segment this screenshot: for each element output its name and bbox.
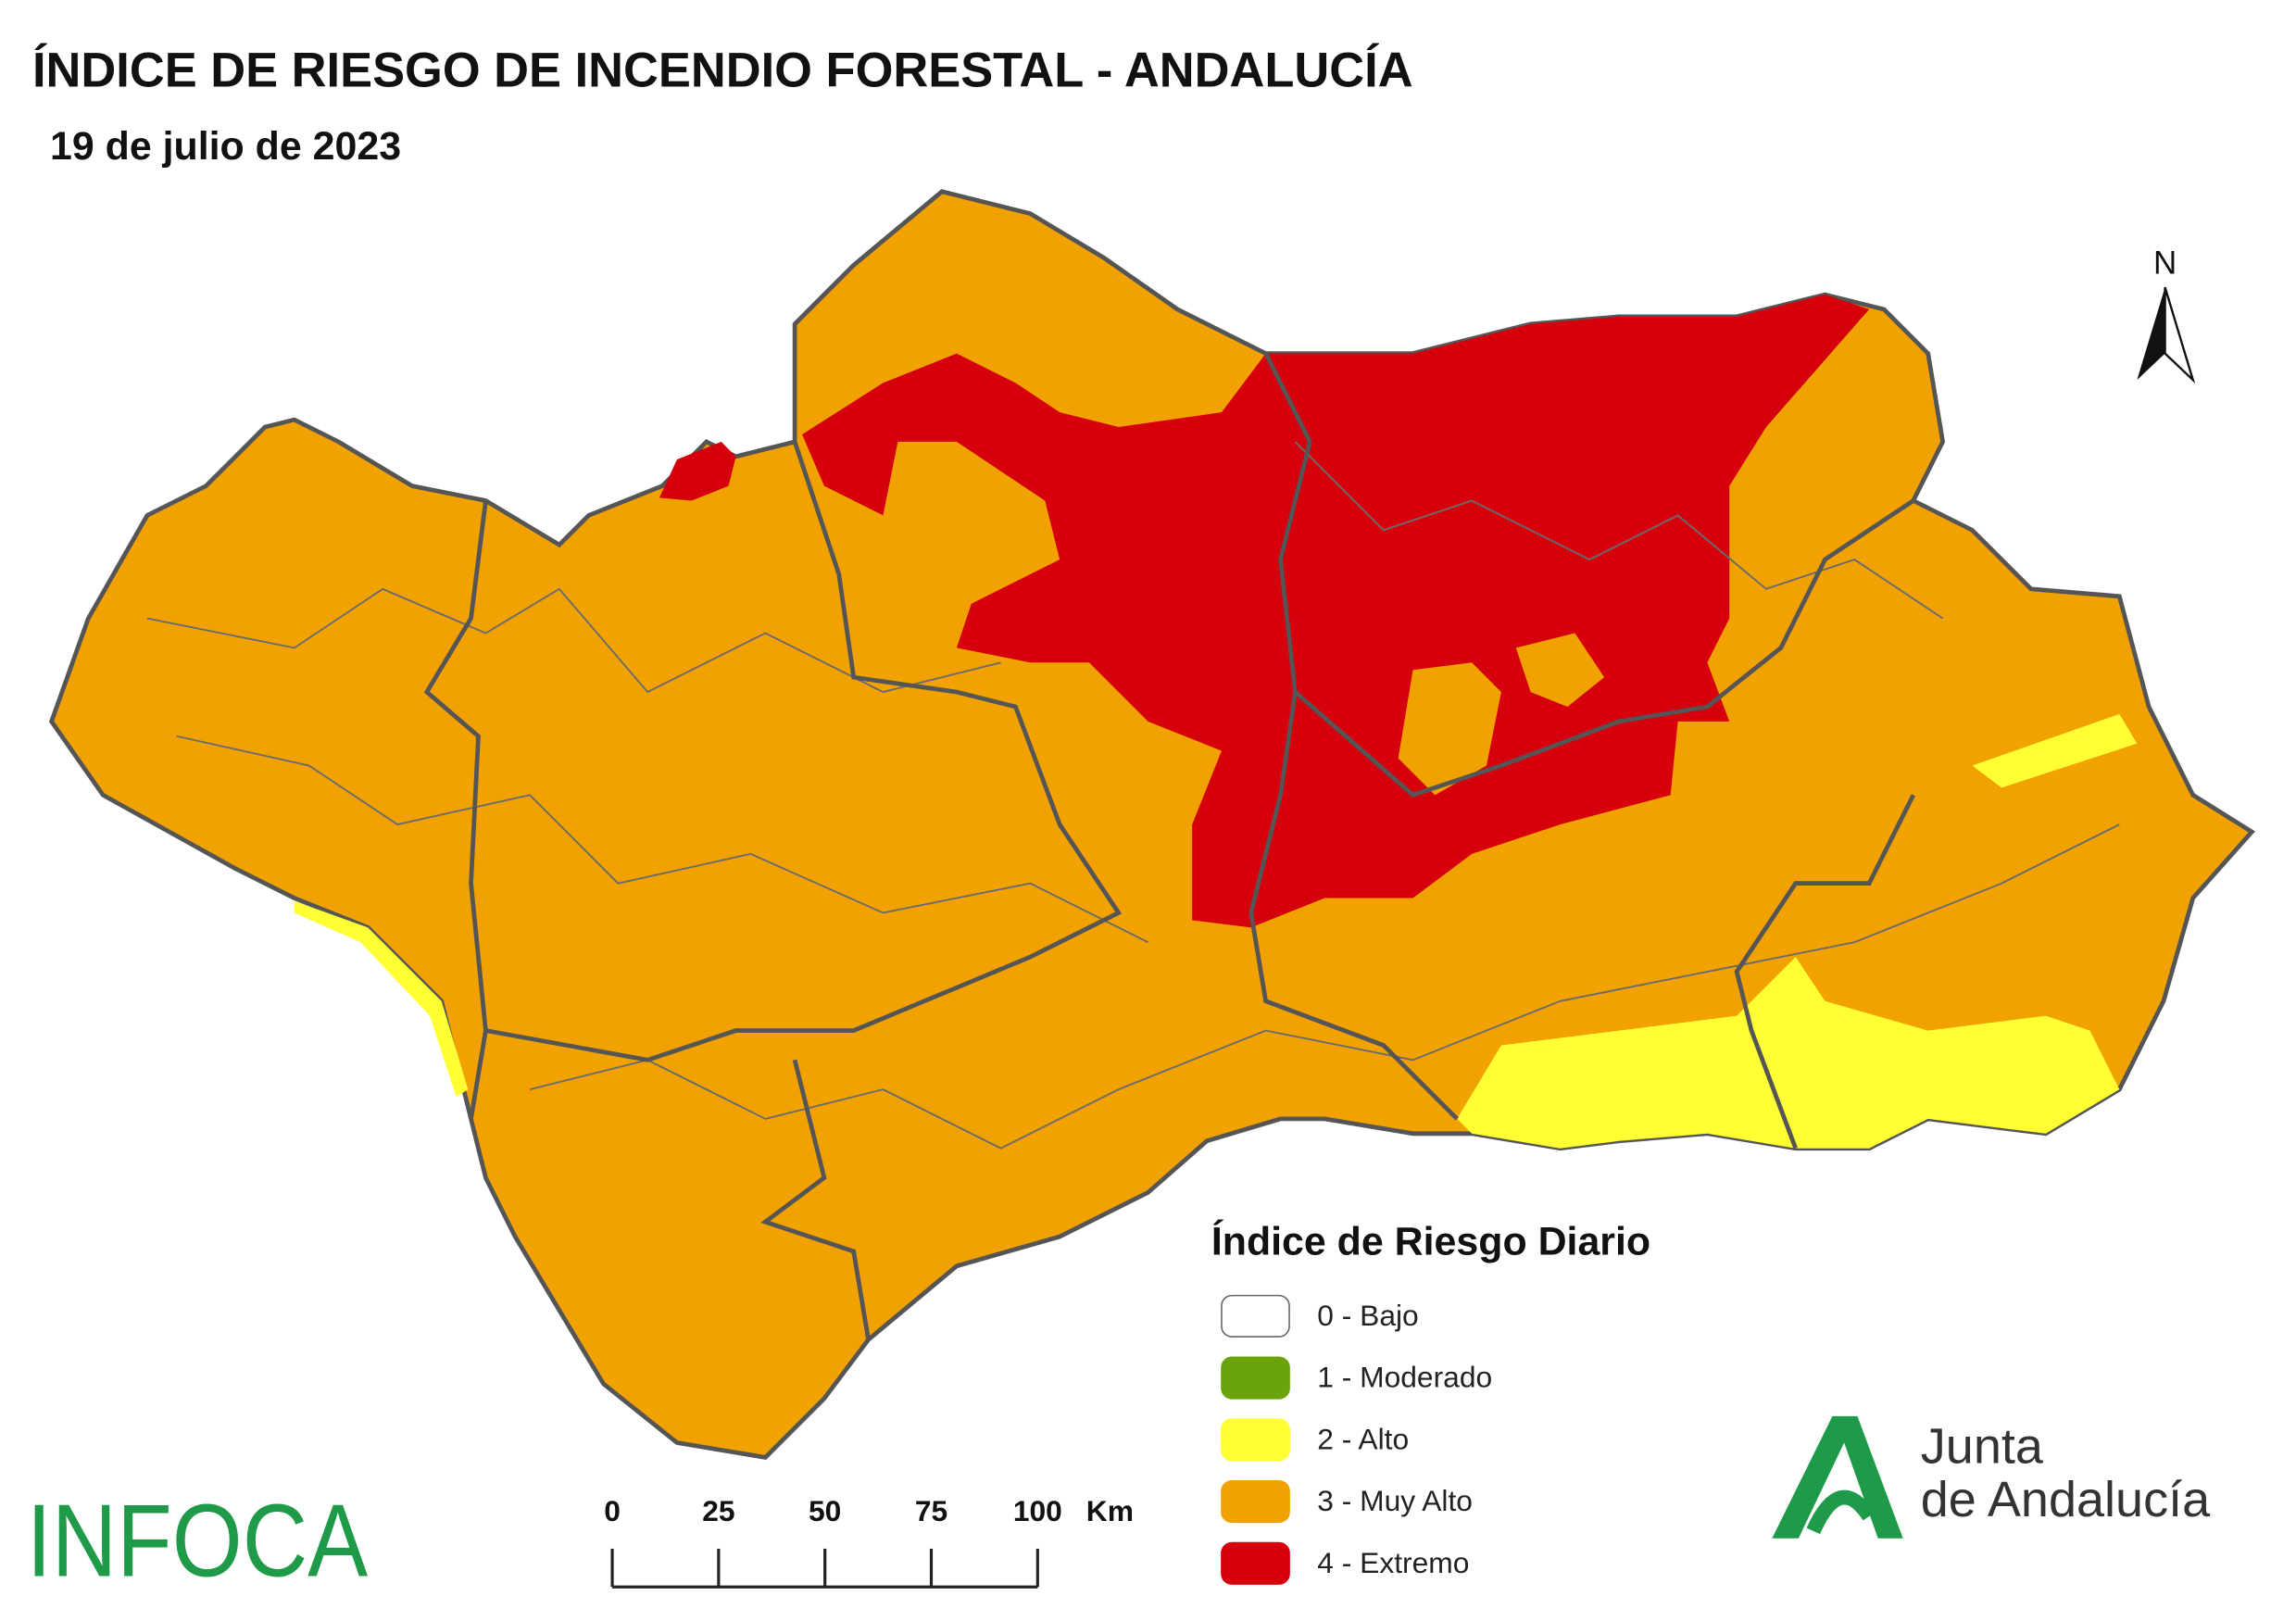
legend-swatch (1221, 1356, 1290, 1400)
region-muy-alto (1398, 662, 1501, 796)
legend-label: 4 - Extremo (1317, 1546, 1469, 1579)
infoca-logo: INFOCA (27, 1482, 369, 1598)
legend-label: 2 - Alto (1317, 1422, 1409, 1455)
legend-swatch (1221, 1294, 1290, 1338)
title: ÍNDICE DE RIESGO DE INCENDIO FORESTAL - … (32, 44, 1413, 98)
municipal-boundaries (529, 823, 2120, 1150)
junta-logo: Junta de Andalucía (1772, 1415, 2211, 1539)
province-boundary (760, 1059, 871, 1340)
subtitle: 19 de julio de 2023 (50, 124, 401, 169)
legend-swatch (1221, 1541, 1290, 1585)
scale-tick-label: 25 (702, 1494, 734, 1527)
region-alto (294, 900, 469, 1098)
scale-bar: 0 25 50 75 100 Km (604, 1494, 1134, 1589)
municipal-boundaries (176, 735, 1148, 944)
scale-unit: Km (1086, 1494, 1134, 1527)
region-extremo (659, 441, 736, 501)
province-boundary (484, 441, 1123, 1062)
map (48, 189, 2255, 1460)
province-boundary (1734, 794, 1915, 1150)
scale-tick-label: 100 (1013, 1494, 1062, 1527)
junta-text: de Andalucía (1921, 1472, 2211, 1527)
municipal-boundaries (1294, 441, 1944, 620)
region-alto (1457, 957, 2120, 1149)
legend-label: 3 - Muy Alto (1317, 1484, 1473, 1517)
north-arrow-right (2164, 286, 2196, 384)
junta-logo-mark (1806, 1489, 1876, 1535)
legend-swatch (1221, 1418, 1290, 1462)
province-boundary (1293, 498, 1915, 798)
region-extremo (802, 295, 1870, 928)
legend-label: 1 - Moderado (1317, 1361, 1492, 1394)
junta-text: Junta (1921, 1419, 2044, 1475)
scale-tick-label: 75 (915, 1494, 947, 1527)
scale-tick-label: 50 (809, 1494, 841, 1527)
region-muy-alto (1515, 633, 1605, 707)
legend-swatch (1221, 1480, 1290, 1524)
province-boundary (1248, 352, 1459, 1121)
north-label: N (2153, 245, 2177, 281)
municipal-boundaries (146, 587, 1001, 694)
scale-tick-label: 0 (604, 1494, 621, 1527)
legend-label: 0 - Bajo (1317, 1299, 1418, 1332)
region-alto (1972, 713, 2138, 788)
legend: Índice de Riesgo Diario 0 - Bajo 1 - Mode… (1211, 1219, 1650, 1585)
legend-title: Índice de Riesgo Diario (1211, 1219, 1650, 1263)
